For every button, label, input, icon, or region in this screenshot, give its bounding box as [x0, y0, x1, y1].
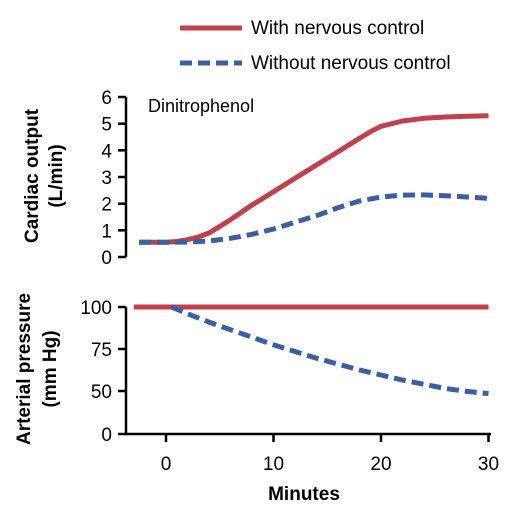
- x-tick-label-20: 20: [370, 454, 391, 475]
- series-line-arterial-pressure-without-nervous-control: [170, 304, 489, 397]
- y-tick-label-arterial-pressure-75: 75: [91, 340, 112, 361]
- x-tick-label-0: 0: [161, 454, 172, 475]
- y-axis-label-cardiac-output-line2: (L/min): [46, 144, 67, 207]
- y-axis-label-arterial-pressure-line1: Arterial pressure: [14, 293, 35, 445]
- y-tick-label-cardiac-output-2: 2: [101, 195, 112, 216]
- y-tick-label-cardiac-output-5: 5: [101, 115, 112, 136]
- legend: With nervous control Without nervous con…: [180, 18, 451, 74]
- arterial-pressure-panel: Arterial pressure (mm Hg) Minutes 0 50 75 1…: [14, 293, 499, 505]
- y-tick-label-arterial-pressure-100: 100: [80, 298, 112, 319]
- x-tick-label-30: 30: [478, 454, 499, 475]
- y-axis-label-cardiac-output-line1: Cardiac output: [22, 108, 43, 243]
- cardiac-output-panel: Dinitrophenol Cardiac output (L/min) 0 1 2…: [22, 88, 489, 269]
- y-tick-label-arterial-pressure-50: 50: [91, 382, 112, 403]
- y-tick-label-cardiac-output-4: 4: [101, 141, 112, 162]
- series-line-cardiac-output-without-nervous-control: [139, 192, 489, 245]
- series-line-cardiac-output-with-nervous-control: [139, 113, 489, 245]
- y-tick-label-cardiac-output-1: 1: [101, 221, 112, 242]
- y-tick-label-cardiac-output-6: 6: [101, 88, 112, 109]
- y-tick-label-arterial-pressure-0: 0: [101, 425, 112, 446]
- x-tick-label-10: 10: [263, 454, 284, 475]
- legend-label-without-nervous-control: Without nervous control: [251, 53, 451, 74]
- y-axis-label-arterial-pressure-line2: (mm Hg): [40, 330, 61, 407]
- legend-label-with-nervous-control: With nervous control: [251, 18, 424, 39]
- annotation-dinitrophenol: Dinitrophenol: [148, 96, 254, 116]
- y-tick-label-cardiac-output-0: 0: [101, 248, 112, 269]
- x-axis-label-minutes: Minutes: [268, 484, 340, 505]
- y-tick-label-cardiac-output-3: 3: [101, 168, 112, 189]
